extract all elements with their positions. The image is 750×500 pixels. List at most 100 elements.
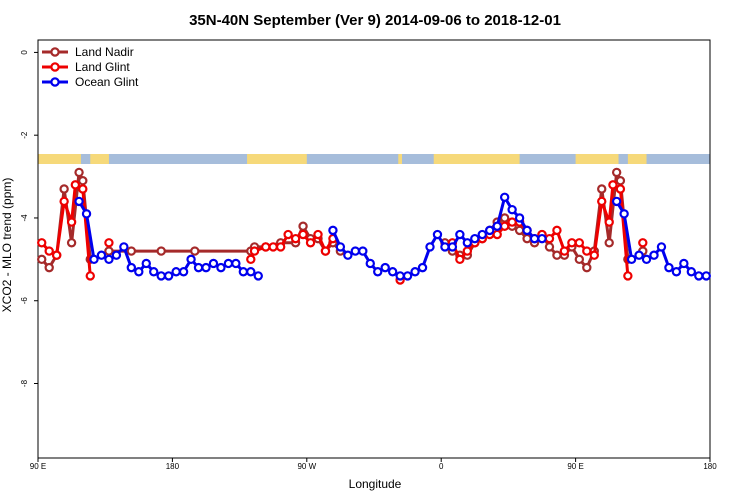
y-tick-label: -8 <box>20 379 29 387</box>
series-layer <box>37 167 711 285</box>
y-axis-label: XCO2 - MLO trend (ppm) <box>0 178 14 313</box>
data-point <box>298 229 308 240</box>
data-point <box>156 246 166 256</box>
data-point <box>470 233 480 244</box>
data-point <box>507 204 517 215</box>
data-point <box>134 267 144 277</box>
data-point <box>104 254 114 265</box>
data-point <box>104 238 114 248</box>
data-point <box>156 271 166 281</box>
data-point <box>634 250 644 260</box>
data-point <box>335 242 346 252</box>
data-point <box>623 271 633 281</box>
data-point <box>141 258 151 269</box>
land-segment <box>38 154 81 164</box>
data-point <box>104 246 114 256</box>
data-point <box>638 238 648 248</box>
x-tick-label: 180 <box>166 462 180 471</box>
legend-item: Land Nadir <box>42 45 134 59</box>
data-point <box>455 254 465 265</box>
data-point <box>387 267 398 277</box>
data-point <box>44 246 54 256</box>
data-point <box>51 250 62 260</box>
data-point <box>261 242 271 252</box>
data-point <box>313 229 323 240</box>
data-point <box>507 217 517 227</box>
data-point <box>208 258 219 269</box>
data-point <box>395 271 405 281</box>
series-line <box>615 200 707 278</box>
data-point <box>477 229 487 240</box>
data-point <box>641 254 652 265</box>
data-point <box>492 221 502 231</box>
data-point <box>74 167 84 178</box>
data-point <box>608 180 618 190</box>
y-axis: 0 -2 -4 -6 -8 <box>20 50 38 387</box>
x-tick-label: 0 <box>439 462 444 471</box>
series-land-nadir <box>37 167 648 273</box>
land-segment <box>398 154 402 164</box>
legend-marker <box>50 62 60 72</box>
chart-title: 35N-40N September (Ver 9) 2014-09-06 to … <box>189 12 561 29</box>
data-point <box>701 271 711 281</box>
data-point <box>425 242 435 252</box>
data-point <box>544 242 555 252</box>
data-point <box>298 221 308 231</box>
data-point <box>201 262 211 273</box>
data-point <box>552 250 562 260</box>
data-point <box>679 258 689 269</box>
y-tick-label: 0 <box>20 50 29 55</box>
data-point <box>626 254 637 265</box>
data-point <box>485 225 495 236</box>
data-point <box>402 271 413 281</box>
data-point <box>59 196 69 207</box>
data-point <box>96 250 107 260</box>
data-point <box>268 242 278 252</box>
data-point <box>373 267 383 277</box>
data-point <box>223 258 234 269</box>
x-tick-label: 90 E <box>567 462 583 471</box>
legend-marker <box>50 47 60 57</box>
data-point <box>163 271 174 281</box>
data-point <box>186 254 196 265</box>
data-point <box>126 246 137 256</box>
x-axis-label: Longitude <box>349 477 402 491</box>
data-point <box>589 250 599 260</box>
land-ocean-mask-band <box>38 154 710 164</box>
land-segment <box>433 154 520 164</box>
data-point <box>686 267 697 277</box>
x-tick-label: 90 E <box>30 462 46 471</box>
x-tick-label: 180 <box>703 462 717 471</box>
data-point <box>320 246 331 256</box>
data-point <box>81 209 92 219</box>
data-point <box>126 262 137 273</box>
data-point <box>582 262 592 273</box>
data-point <box>70 180 81 190</box>
data-point <box>649 250 659 260</box>
y-tick-label: -4 <box>20 214 29 222</box>
data-point <box>447 242 458 252</box>
data-point <box>275 242 286 252</box>
data-point <box>615 184 626 194</box>
data-point <box>611 167 622 178</box>
data-point <box>246 267 256 277</box>
data-point <box>544 233 555 244</box>
data-point <box>432 229 443 240</box>
data-point <box>193 262 204 273</box>
legend-label: Land Glint <box>75 60 130 74</box>
data-point <box>246 254 256 265</box>
x-tick-label: 90 W <box>297 462 316 471</box>
data-point <box>37 254 47 265</box>
data-point <box>664 262 674 273</box>
data-point <box>85 271 95 281</box>
data-point <box>44 262 54 273</box>
data-point <box>111 250 122 260</box>
data-point <box>89 254 99 265</box>
land-segment <box>90 154 109 164</box>
data-point <box>522 225 532 236</box>
y-tick-label: -2 <box>20 131 29 139</box>
data-point <box>328 225 338 236</box>
data-point <box>574 238 585 248</box>
